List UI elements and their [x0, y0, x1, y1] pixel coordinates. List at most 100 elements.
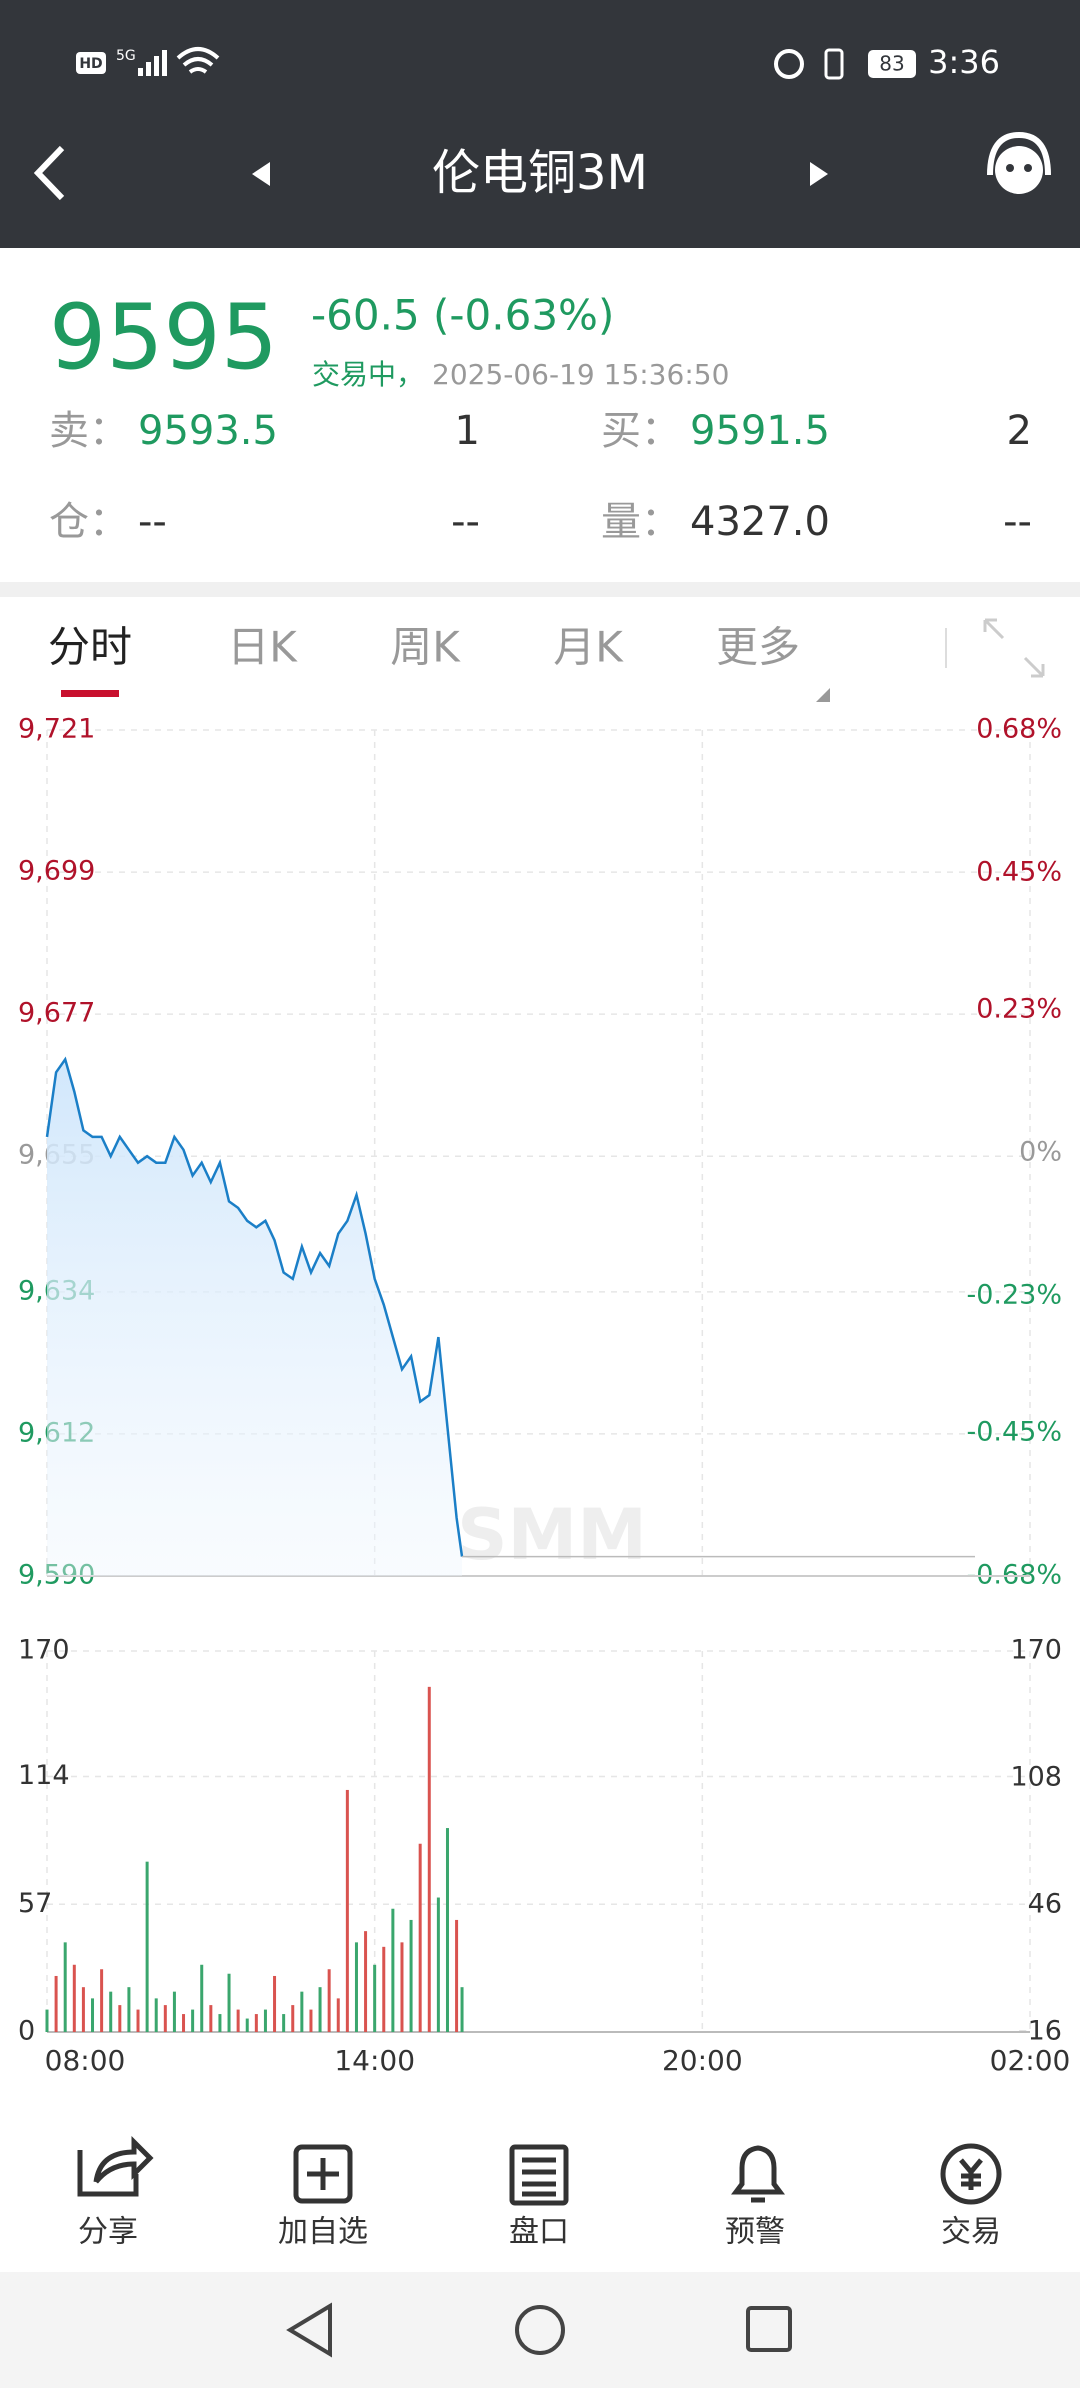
- volume-bar: [455, 1919, 459, 2032]
- prev-button[interactable]: [252, 162, 270, 186]
- volume-bar: [54, 1975, 58, 2032]
- alert-icon[interactable]: [731, 2145, 785, 2203]
- y-tick-label: 9,677: [18, 998, 95, 1029]
- volume-bar: [373, 1964, 377, 2032]
- tab-indicator: [61, 690, 119, 697]
- y2-tick-label: 46: [1028, 1889, 1062, 1920]
- y2-tick-label: 108: [1010, 1762, 1062, 1793]
- nav-bar: [0, 2272, 1080, 2388]
- next-button[interactable]: [810, 162, 828, 186]
- trade-status: 交易中，: [312, 358, 424, 391]
- volume-bar: [163, 2005, 167, 2032]
- tab[interactable]: 周K: [390, 623, 461, 672]
- trade-icon[interactable]: [940, 2143, 1002, 2205]
- volume-bar: [300, 1991, 304, 2032]
- clock: 3:36: [928, 43, 1000, 81]
- toolbar-label[interactable]: 盘口: [509, 2215, 569, 2250]
- volume-bar: [100, 1969, 104, 2032]
- buy-label: 买：: [601, 408, 681, 454]
- volume-bar: [460, 1987, 464, 2032]
- toolbar-label[interactable]: 预警: [725, 2215, 785, 2250]
- volume-bar: [282, 2014, 286, 2032]
- volume-bar: [427, 1686, 431, 2032]
- volume-bar: [209, 2005, 213, 2032]
- volume-bar: [118, 2005, 122, 2032]
- vibrate: [824, 48, 844, 80]
- volume-bar: [263, 2009, 267, 2032]
- tab[interactable]: 月K: [553, 623, 624, 672]
- volume-bar: [236, 2009, 240, 2032]
- y-tick-label: 0: [18, 2016, 35, 2047]
- volume-bar: [81, 1987, 85, 2032]
- y2-tick-label: 0%: [1019, 1137, 1062, 1168]
- toolbar-label[interactable]: 分享: [78, 2215, 138, 2250]
- volume-label: 量：: [601, 499, 681, 545]
- volume-bar: [418, 1843, 422, 2032]
- nav-back[interactable]: [286, 2302, 332, 2358]
- volume-bar: [336, 1998, 340, 2032]
- y2-tick-label: 0.68%: [976, 714, 1062, 745]
- back-button[interactable]: [33, 145, 65, 201]
- x-tick-label: 02:00: [990, 2044, 1071, 2077]
- volume-bar: [364, 1931, 368, 2032]
- volume-bar: [445, 1828, 449, 2032]
- volume-change: --: [1003, 499, 1032, 545]
- y2-tick-label: 0.23%: [976, 993, 1062, 1024]
- oi: --: [138, 499, 167, 545]
- y2-tick-label: -0.23%: [966, 1280, 1062, 1311]
- tab[interactable]: 日K: [227, 623, 298, 672]
- volume-bar: [109, 1991, 113, 2032]
- hd: HD: [79, 56, 102, 72]
- network: 5G: [116, 48, 136, 64]
- last-price: 9595: [49, 285, 278, 390]
- datetime: 2025-06-19 15:36:50: [432, 358, 729, 391]
- volume-bar: [191, 2009, 195, 2032]
- volume-bar: [127, 1987, 131, 2032]
- volume-bar: [200, 1964, 204, 2032]
- y2-tick-label: 0.45%: [976, 857, 1062, 888]
- nav-home[interactable]: [515, 2305, 565, 2355]
- more-arrow: [816, 688, 830, 702]
- volume-bar: [72, 1964, 76, 2032]
- y2-tick-label: 170: [1010, 1635, 1062, 1666]
- volume-bar: [91, 1998, 95, 2032]
- battery-level: 83: [879, 52, 904, 76]
- volume: 4327.0: [690, 499, 830, 545]
- volume-bar: [45, 2009, 49, 2032]
- volume-bar: [218, 2014, 222, 2032]
- volume-bar: [382, 1946, 386, 2032]
- change-pct: (-0.63%): [433, 291, 614, 340]
- volume-bar: [172, 1991, 176, 2032]
- volume-bar: [63, 1942, 67, 2032]
- tab[interactable]: 更多: [716, 623, 800, 672]
- share-icon[interactable]: [77, 2135, 154, 2197]
- price-area: [47, 1059, 463, 1576]
- volume-bar: [309, 2009, 313, 2032]
- alarm: [774, 49, 804, 79]
- sell-qty: 1: [455, 408, 480, 454]
- wifi: [176, 47, 220, 74]
- fullscreen-button[interactable]: [983, 618, 1045, 678]
- nav-recent[interactable]: [746, 2306, 792, 2352]
- volume-bar: [354, 1942, 358, 2032]
- book-icon[interactable]: [509, 2144, 569, 2206]
- separator: [0, 582, 1080, 597]
- change: -60.5: [311, 291, 420, 340]
- x-tick-label: 20:00: [662, 2044, 743, 2077]
- oi-change: --: [451, 499, 480, 545]
- price-line: [45, 1056, 464, 1557]
- tab[interactable]: 分时: [48, 623, 132, 672]
- y-tick-label: 170: [18, 1635, 70, 1666]
- signal: [138, 50, 167, 76]
- hd-badge: [76, 52, 106, 74]
- volume-bar: [291, 2005, 295, 2032]
- y-tick-label: 114: [18, 1760, 70, 1791]
- toolbar-label[interactable]: 加自选: [278, 2215, 368, 2250]
- add-icon[interactable]: [293, 2144, 353, 2204]
- volume-bar: [145, 1861, 149, 2032]
- toolbar-label[interactable]: 交易: [941, 2215, 1001, 2250]
- service-button[interactable]: [987, 131, 1051, 194]
- volume-bar: [227, 1973, 231, 2032]
